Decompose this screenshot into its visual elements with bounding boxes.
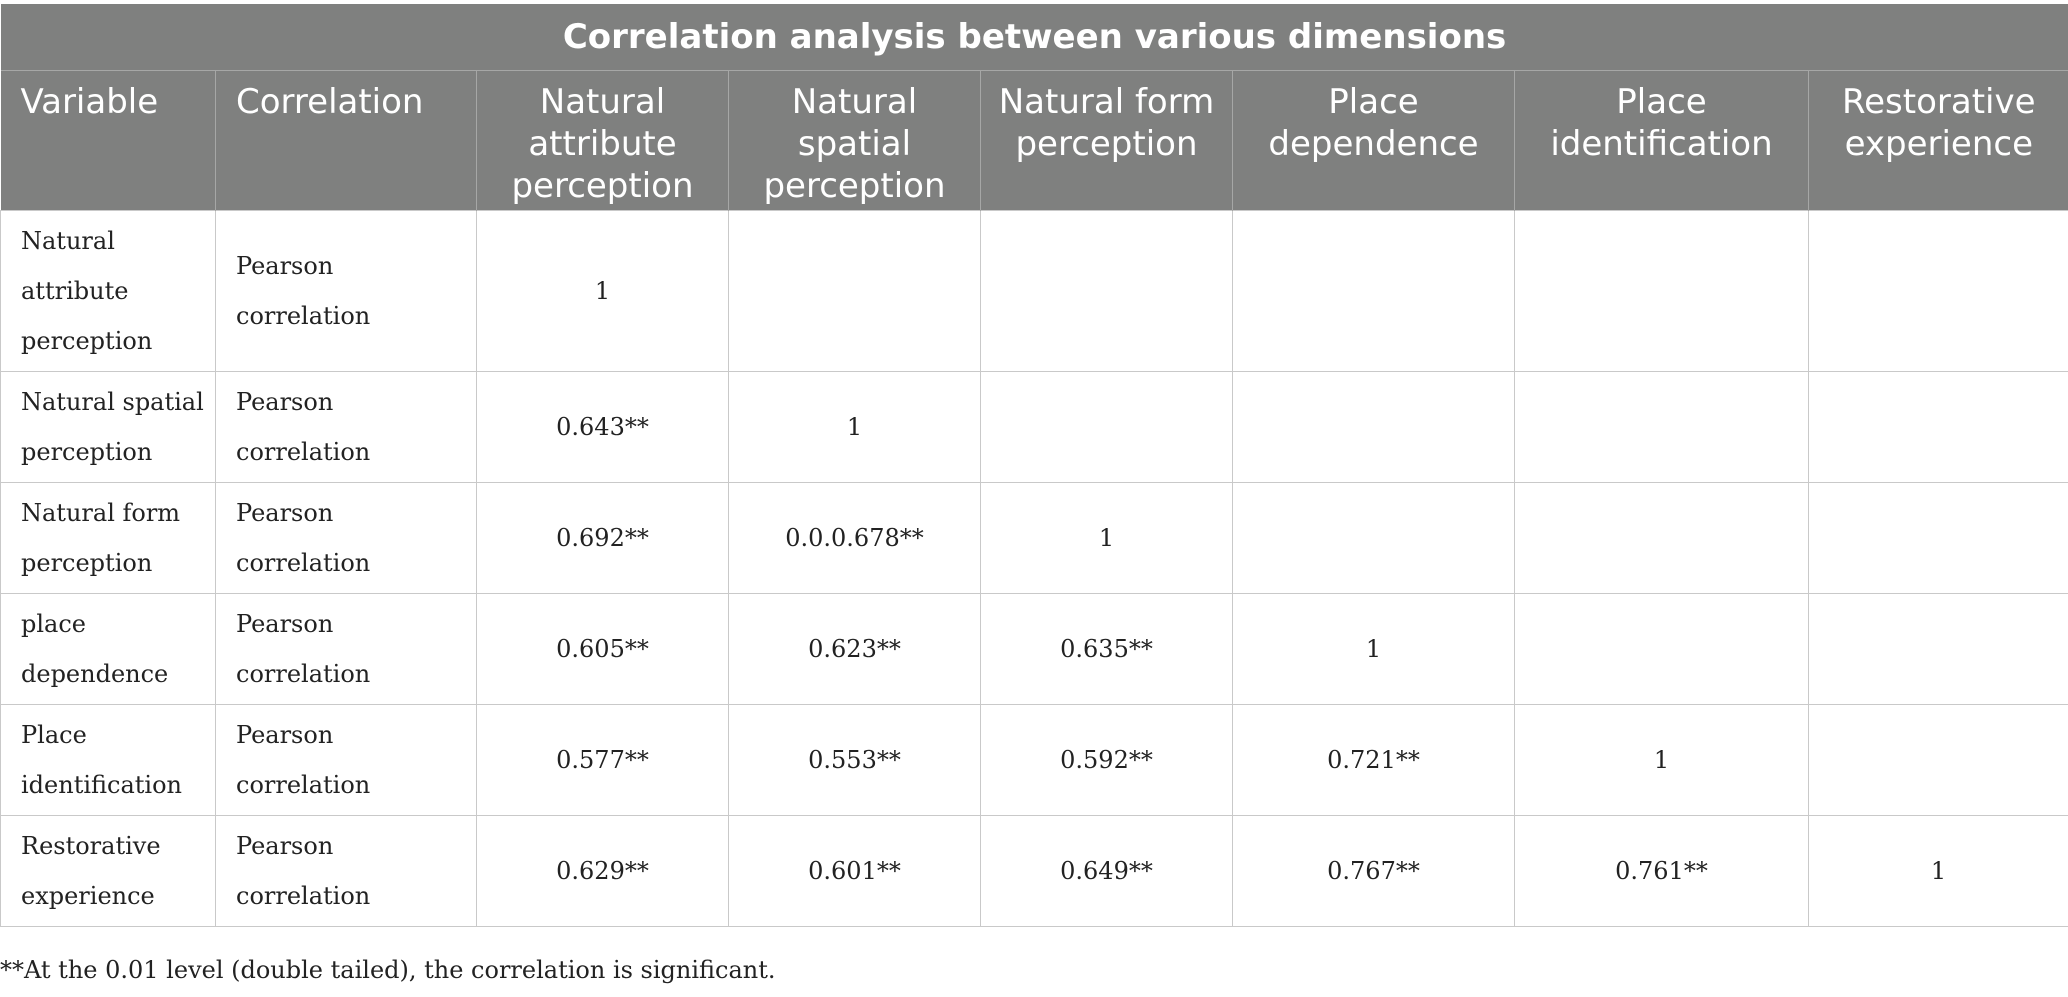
cell-value: 0.767** xyxy=(1232,815,1515,927)
cell-value xyxy=(1807,482,2068,594)
cell-value: 0.0.0.678** xyxy=(728,482,981,594)
cell-value: 0.577** xyxy=(476,704,729,816)
header-place-dependence: Place dependence xyxy=(1232,70,1515,211)
cell-value: 0.761** xyxy=(1514,815,1809,927)
cell-value: 0.643** xyxy=(476,371,729,483)
cell-value xyxy=(1514,593,1809,705)
cell-value xyxy=(1807,371,2068,483)
header-variable: Variable xyxy=(0,70,216,211)
cell-value xyxy=(1232,210,1515,372)
cell-value xyxy=(1232,482,1515,594)
cell-value: 0.592** xyxy=(980,704,1233,816)
header-restorative-experience: Restorative experience xyxy=(1807,70,2068,211)
header-row: Variable Correlation Natural attribute p… xyxy=(0,70,2068,211)
cell-value: 1 xyxy=(1807,815,2068,927)
row-correlation: Pearson correlation xyxy=(215,210,477,372)
header-natural-form-perception: Natural form perception xyxy=(980,70,1233,211)
cell-value xyxy=(1807,593,2068,705)
header-natural-attribute-perception: Natural attribute perception xyxy=(476,70,729,211)
row-correlation: Pearson correlation xyxy=(215,815,477,927)
row-correlation: Pearson correlation xyxy=(215,704,477,816)
cell-value: 0.629** xyxy=(476,815,729,927)
cell-value: 1 xyxy=(728,371,981,483)
cell-value: 0.721** xyxy=(1232,704,1515,816)
row-correlation: Pearson correlation xyxy=(215,371,477,483)
row-variable: Place identification xyxy=(0,704,216,816)
correlation-table-container: Correlation analysis between various dim… xyxy=(0,4,2068,927)
row-variable: place dependence xyxy=(0,593,216,705)
cell-value: 1 xyxy=(1232,593,1515,705)
cell-value: 1 xyxy=(980,482,1233,594)
row-variable: Restorative experience xyxy=(0,815,216,927)
table-row: Place identification Pearson correlation… xyxy=(0,704,2068,816)
cell-value: 0.649** xyxy=(980,815,1233,927)
cell-value xyxy=(1514,371,1809,483)
table-row: Natural attribute perception Pearson cor… xyxy=(0,210,2068,372)
table-footnote: **At the 0.01 level (double tailed), the… xyxy=(0,956,776,984)
table-row: Natural form perception Pearson correlat… xyxy=(0,482,2068,594)
header-correlation: Correlation xyxy=(215,70,477,211)
cell-value xyxy=(980,371,1233,483)
table-title: Correlation analysis between various dim… xyxy=(0,4,2068,71)
row-variable: Natural form perception xyxy=(0,482,216,594)
row-correlation: Pearson correlation xyxy=(215,593,477,705)
correlation-table: Correlation analysis between various dim… xyxy=(0,4,2068,927)
cell-value: 1 xyxy=(1514,704,1809,816)
header-natural-spatial-perception: Natural spatial perception xyxy=(728,70,981,211)
cell-value xyxy=(980,210,1233,372)
cell-value: 0.601** xyxy=(728,815,981,927)
cell-value xyxy=(1232,371,1515,483)
cell-value xyxy=(1514,210,1809,372)
cell-value: 0.635** xyxy=(980,593,1233,705)
cell-value xyxy=(1514,482,1809,594)
cell-value: 1 xyxy=(476,210,729,372)
cell-value: 0.692** xyxy=(476,482,729,594)
cell-value: 0.623** xyxy=(728,593,981,705)
table-row: place dependence Pearson correlation 0.6… xyxy=(0,593,2068,705)
table-row: Restorative experience Pearson correlati… xyxy=(0,815,2068,927)
cell-value xyxy=(1807,210,2068,372)
row-variable: Natural attribute perception xyxy=(0,210,216,372)
cell-value: 0.605** xyxy=(476,593,729,705)
cell-value xyxy=(728,210,981,372)
header-place-identification: Place identification xyxy=(1514,70,1809,211)
cell-value xyxy=(1807,704,2068,816)
cell-value: 0.553** xyxy=(728,704,981,816)
row-correlation: Pearson correlation xyxy=(215,482,477,594)
row-variable: Natural spatial perception xyxy=(0,371,216,483)
table-row: Natural spatial perception Pearson corre… xyxy=(0,371,2068,483)
